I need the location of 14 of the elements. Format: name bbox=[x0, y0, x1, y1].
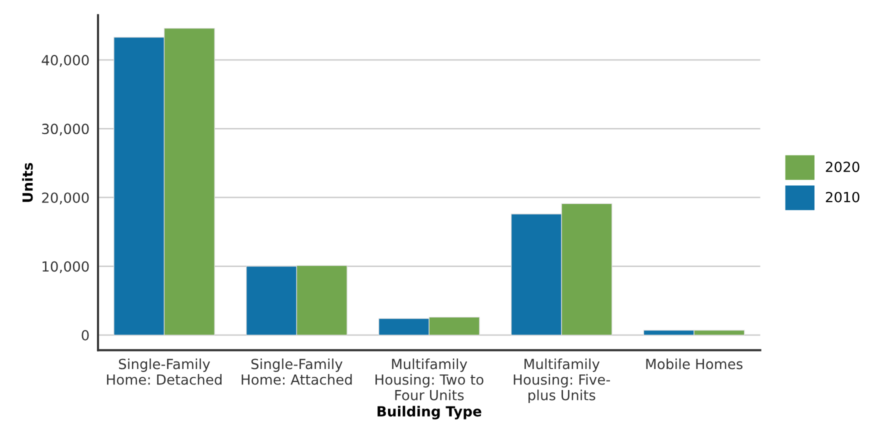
y-tick-label: 20,000 bbox=[42, 192, 89, 204]
x-axis-title: Building Type bbox=[378, 406, 482, 420]
y-tick-label: 30,000 bbox=[42, 124, 89, 136]
y-tick-label: 10,000 bbox=[42, 261, 89, 274]
legend-label: 2010 bbox=[826, 192, 860, 202]
y-tick-label: 0 bbox=[82, 330, 89, 341]
legend-label: 2020 bbox=[826, 162, 860, 172]
x-tick-label: Single-Family Home: Detached bbox=[107, 358, 222, 385]
x-tick-label: Multifamily Housing: Two to Four Units bbox=[376, 358, 484, 400]
y-tick-label: 40,000 bbox=[42, 54, 89, 67]
y-axis-title: Units bbox=[22, 162, 33, 202]
x-tick-label: Multifamily Housing: Five- plus Units bbox=[514, 358, 610, 404]
x-tick-label: Single-Family Home: Attached bbox=[242, 358, 352, 385]
x-tick-label: Mobile Homes bbox=[646, 358, 742, 370]
